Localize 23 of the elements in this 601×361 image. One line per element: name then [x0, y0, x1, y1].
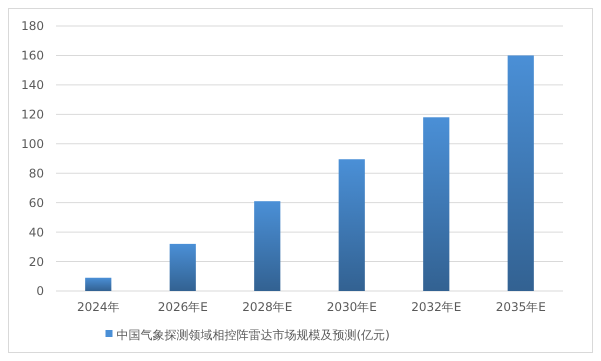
y-tick-label: 100 — [21, 136, 44, 151]
bar — [85, 278, 112, 291]
y-tick-label: 20 — [28, 254, 44, 269]
x-tick-label: 2024年 — [76, 300, 120, 314]
bar — [254, 201, 280, 291]
y-tick-label: 0 — [36, 284, 44, 298]
x-tick-label: 2028年E — [242, 300, 292, 314]
x-tick-label: 2026年E — [158, 300, 208, 314]
y-tick-label: 180 — [21, 19, 44, 34]
y-tick-label: 140 — [21, 78, 44, 92]
x-tick-label: 2032年E — [411, 300, 462, 314]
legend-label: 中国气象探测领域相控阵雷达市场规模及预测(亿元) — [116, 328, 390, 342]
y-tick-label: 60 — [28, 196, 44, 210]
y-tick-label: 160 — [21, 48, 44, 63]
x-tick-label: 2035年E — [496, 300, 546, 314]
bar — [423, 117, 450, 291]
bar — [170, 244, 196, 291]
y-tick-label: 80 — [28, 166, 44, 180]
x-tick-label: 2030年E — [326, 300, 377, 314]
bar — [508, 55, 534, 291]
bar — [338, 159, 365, 291]
y-tick-label: 120 — [21, 108, 44, 122]
y-tick-label: 40 — [28, 225, 44, 240]
